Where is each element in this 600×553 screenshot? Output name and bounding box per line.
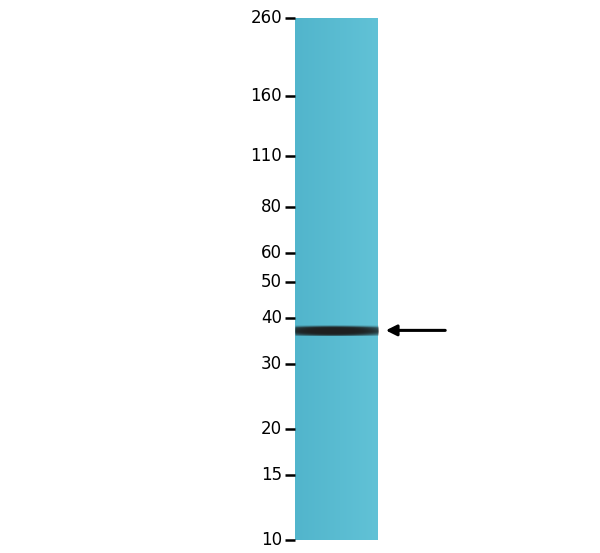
Text: 15: 15 <box>261 466 282 484</box>
Text: 60: 60 <box>261 244 282 262</box>
Text: 110: 110 <box>250 147 282 165</box>
Text: 260: 260 <box>250 9 282 27</box>
Text: 80: 80 <box>261 198 282 216</box>
Bar <box>295 18 378 540</box>
Text: 40: 40 <box>261 309 282 327</box>
Text: 30: 30 <box>261 355 282 373</box>
Text: 160: 160 <box>250 87 282 105</box>
Text: 50: 50 <box>261 273 282 291</box>
Text: 10: 10 <box>261 531 282 549</box>
Text: 20: 20 <box>261 420 282 438</box>
